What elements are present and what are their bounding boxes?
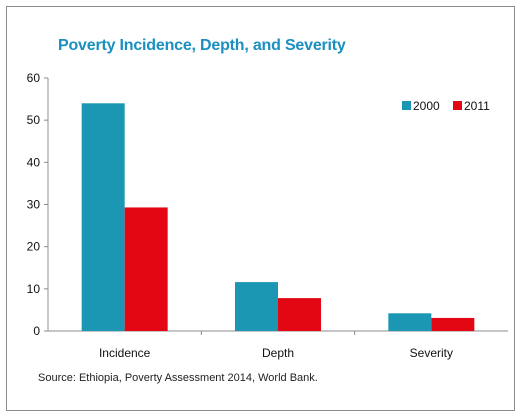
bar-2000-severity (388, 313, 432, 331)
y-tick-label: 10 (27, 282, 41, 296)
chart-title: Poverty Incidence, Depth, and Severity (58, 37, 346, 54)
source-note: Source: Ethiopia, Poverty Assessment 201… (38, 372, 318, 384)
legend-item-2000: 2000 (402, 99, 440, 113)
y-tick-label: 0 (33, 324, 40, 338)
x-tick-label-severity: Severity (410, 346, 453, 360)
bar-2011-severity (431, 317, 475, 331)
legend-swatch (453, 101, 462, 110)
y-axis-ticks: 0 10 20 30 40 50 60 (27, 71, 48, 338)
legend-label: 2011 (464, 99, 490, 113)
bar-2000-incidence (81, 103, 125, 331)
bar-2011-incidence (124, 207, 168, 331)
x-axis-ticks: Incidence Depth Severity (99, 331, 453, 360)
legend: 2000 2011 (402, 99, 490, 113)
bars (81, 103, 475, 331)
y-tick-label: 50 (27, 113, 41, 127)
bar-2000-depth (235, 282, 278, 331)
x-tick-label-depth: Depth (262, 346, 294, 360)
bar-2011-depth (278, 298, 321, 331)
y-tick-label: 30 (27, 198, 41, 212)
y-tick-label: 20 (27, 240, 41, 254)
x-tick-label-incidence: Incidence (99, 346, 151, 360)
legend-item-2011: 2011 (453, 99, 490, 113)
legend-label: 2000 (413, 99, 440, 113)
y-tick-label: 40 (27, 155, 41, 169)
y-tick-label: 60 (27, 71, 41, 85)
legend-swatch (402, 101, 411, 110)
